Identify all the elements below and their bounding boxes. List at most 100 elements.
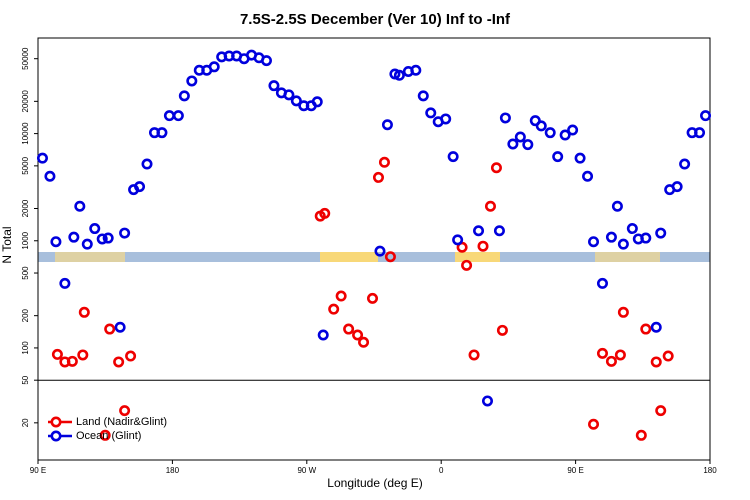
point [290, 95, 302, 107]
point [493, 225, 505, 237]
point [125, 350, 137, 362]
point [499, 112, 511, 124]
point [552, 151, 564, 163]
point [473, 225, 485, 237]
point [452, 234, 464, 246]
point [468, 349, 480, 361]
x-axis-label: Longitude (deg E) [327, 476, 422, 490]
point [66, 355, 78, 367]
point [378, 156, 390, 168]
point [440, 113, 452, 125]
x-tick-label: 90 E [567, 466, 583, 475]
point [507, 138, 519, 150]
point [640, 232, 652, 244]
point [335, 290, 347, 302]
legend-marker [50, 430, 62, 442]
y-tick-label: 2000 [21, 199, 30, 217]
point [119, 405, 131, 417]
point [655, 405, 667, 417]
point [208, 61, 220, 73]
point [381, 119, 393, 131]
point [574, 152, 586, 164]
point [374, 245, 386, 257]
point [51, 348, 63, 360]
point [104, 323, 116, 335]
point [178, 90, 190, 102]
point [582, 170, 594, 182]
legend-label: Land (Nadir&Glint) [76, 416, 167, 428]
point [96, 233, 108, 245]
point [596, 347, 608, 359]
point [544, 127, 556, 139]
plot-frame [37, 37, 711, 461]
point [114, 321, 126, 333]
y-tick-label: 50 [21, 375, 30, 384]
point [102, 232, 114, 244]
point [596, 277, 608, 289]
point [559, 129, 571, 141]
point [650, 356, 662, 368]
x-tick-label: 180 [703, 466, 717, 475]
point [605, 231, 617, 243]
point [68, 231, 80, 243]
point [134, 181, 146, 193]
y-tick-label: 1000 [21, 231, 30, 249]
x-tick-label: 90 E [30, 466, 46, 475]
point [567, 124, 579, 136]
point [352, 329, 364, 341]
point [311, 96, 323, 108]
chart-title: 7.5S-2.5S December (Ver 10) Inf to -Inf [240, 11, 511, 28]
point [635, 429, 647, 441]
point [617, 238, 629, 250]
surface-strip [38, 252, 710, 262]
point [477, 240, 489, 252]
point [367, 292, 379, 304]
y-tick-label: 20 [21, 418, 30, 427]
y-tick-label: 20000 [21, 90, 30, 113]
point [461, 259, 473, 271]
point [535, 120, 547, 132]
point [640, 323, 652, 335]
point [605, 355, 617, 367]
point [156, 127, 168, 139]
point [514, 131, 526, 143]
point [358, 336, 370, 348]
point [522, 139, 534, 151]
x-tick-label: 180 [166, 466, 180, 475]
point [626, 223, 638, 235]
point [44, 170, 56, 182]
point [89, 223, 101, 235]
point [456, 241, 468, 253]
point [268, 80, 280, 92]
point [163, 110, 175, 122]
point [393, 69, 405, 81]
legend-marker [50, 416, 62, 428]
point [50, 236, 62, 248]
point [119, 227, 131, 239]
point [113, 356, 125, 368]
point [81, 238, 93, 250]
point [611, 200, 623, 212]
y-tick-label: 50000 [21, 47, 30, 70]
point [481, 395, 493, 407]
point [141, 158, 153, 170]
point [319, 207, 331, 219]
point [417, 90, 429, 102]
point [496, 324, 508, 336]
point [447, 151, 459, 163]
x-tick-label: 90 W [297, 466, 316, 475]
point [384, 251, 396, 263]
point [655, 227, 667, 239]
point [343, 323, 355, 335]
point [484, 200, 496, 212]
point [679, 158, 691, 170]
point [614, 349, 626, 361]
point [74, 200, 86, 212]
point [317, 329, 329, 341]
legend-label: Ocean (Glint) [76, 430, 141, 442]
point [78, 306, 90, 318]
point [36, 152, 48, 164]
point [588, 236, 600, 248]
point [77, 349, 89, 361]
